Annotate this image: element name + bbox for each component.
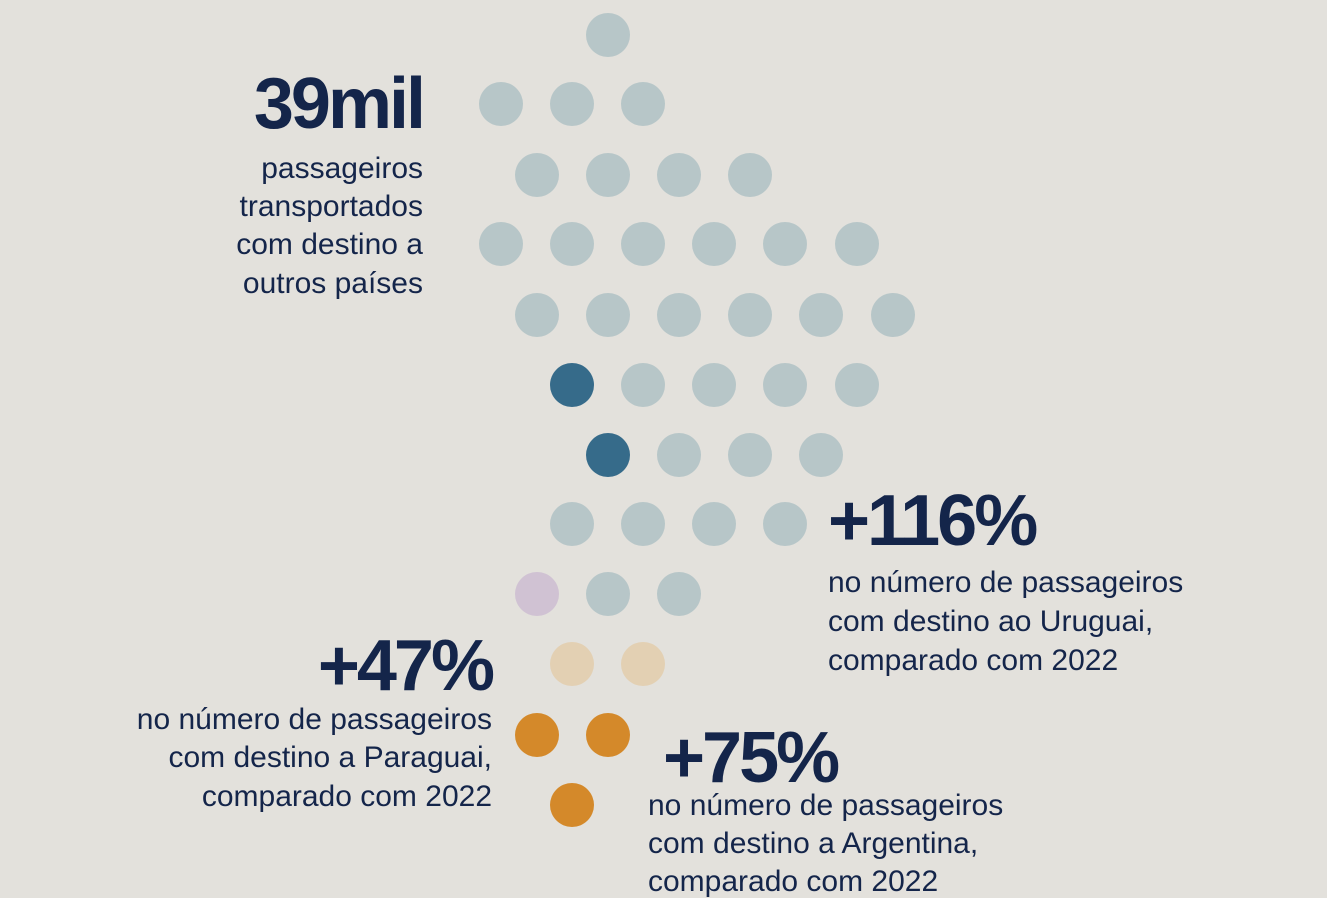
dot: [479, 82, 523, 126]
stat-line: com destino ao Uruguai,: [828, 605, 1153, 638]
stat-value: +116%: [828, 481, 1037, 561]
stat-value: +47%: [318, 626, 494, 706]
stat-line: comparado com 2022: [202, 780, 492, 813]
dot: [621, 502, 665, 546]
dot: [550, 363, 594, 407]
dot: [550, 82, 594, 126]
dot: [550, 783, 594, 827]
stat-line: outros países: [243, 267, 423, 300]
stat-line: no número de passageiros: [828, 566, 1183, 599]
stat-line: comparado com 2022: [648, 865, 938, 898]
dot: [799, 293, 843, 337]
stat-line: passageiros: [261, 152, 423, 185]
dot: [586, 433, 630, 477]
dot: [871, 293, 915, 337]
dot: [550, 502, 594, 546]
dot: [657, 153, 701, 197]
dot: [550, 222, 594, 266]
stat-line: transportados: [240, 190, 423, 223]
dot: [692, 502, 736, 546]
dot: [799, 433, 843, 477]
dot: [692, 222, 736, 266]
dot: [586, 293, 630, 337]
stat-line: no número de passageiros: [137, 703, 492, 736]
dot: [586, 713, 630, 757]
stat-line: com destino a Argentina,: [648, 827, 978, 860]
dot: [479, 222, 523, 266]
dot: [621, 642, 665, 686]
dot: [657, 433, 701, 477]
dot: [728, 153, 772, 197]
dot: [515, 293, 559, 337]
dot: [728, 293, 772, 337]
stat-line: comparado com 2022: [828, 644, 1118, 677]
dot: [657, 293, 701, 337]
dot: [657, 572, 701, 616]
dot: [692, 363, 736, 407]
dot: [763, 222, 807, 266]
dot: [621, 222, 665, 266]
dot: [835, 222, 879, 266]
dot: [515, 572, 559, 616]
stat-value: 39mil: [254, 64, 423, 144]
stat-value: +75%: [663, 718, 839, 798]
dot-map: [479, 13, 915, 827]
dot: [621, 82, 665, 126]
stat-line: com destino a: [236, 228, 423, 261]
stat-line: com destino a Paraguai,: [168, 741, 492, 774]
stat-line: no número de passageiros: [648, 789, 1003, 822]
dot: [621, 363, 665, 407]
dot: [586, 153, 630, 197]
dot: [515, 713, 559, 757]
dot: [550, 642, 594, 686]
dot: [728, 433, 772, 477]
dot: [763, 502, 807, 546]
dot: [835, 363, 879, 407]
dot: [586, 13, 630, 57]
dot: [586, 572, 630, 616]
dot: [515, 153, 559, 197]
dot: [763, 363, 807, 407]
